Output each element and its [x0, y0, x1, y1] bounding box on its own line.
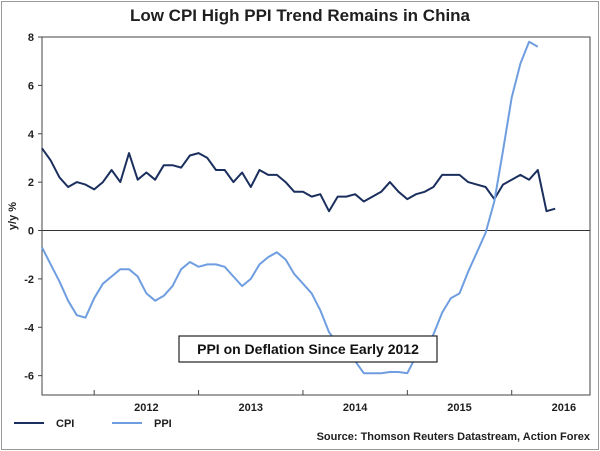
x-tick-label: 2015: [447, 402, 471, 414]
y-tick-label: 2: [28, 177, 34, 189]
plot-area: [41, 36, 591, 396]
y-tick-label: 8: [28, 32, 34, 44]
legend: CPI PPI: [14, 418, 172, 430]
x-tick-label: 2016: [552, 402, 576, 414]
y-tick-label: -2: [24, 274, 34, 286]
y-tick-label: 6: [28, 80, 34, 92]
y-tick-label: 0: [28, 226, 34, 238]
series-line-ppi: [41, 40, 539, 375]
legend-label-ppi: PPI: [154, 418, 172, 430]
legend-label-cpi: CPI: [56, 418, 74, 430]
annotation-text: PPI on Deflation Since Early 2012: [197, 341, 419, 357]
y-axis-label: y/y %: [7, 202, 19, 230]
x-tick-label: 2014: [343, 402, 368, 414]
y-tick-label: -6: [24, 371, 34, 383]
series-line-cpi: [41, 147, 556, 213]
chart-title: Low CPI High PPI Trend Remains in China: [129, 6, 471, 25]
source-note: Source: Thomson Reuters Datastream, Acti…: [316, 431, 590, 443]
annotation-box: [178, 335, 438, 363]
x-tick-label: 2012: [134, 402, 158, 414]
y-tick-label: -4: [24, 322, 35, 334]
x-tick-label: 2013: [239, 402, 263, 414]
y-tick-label: 4: [28, 129, 35, 141]
